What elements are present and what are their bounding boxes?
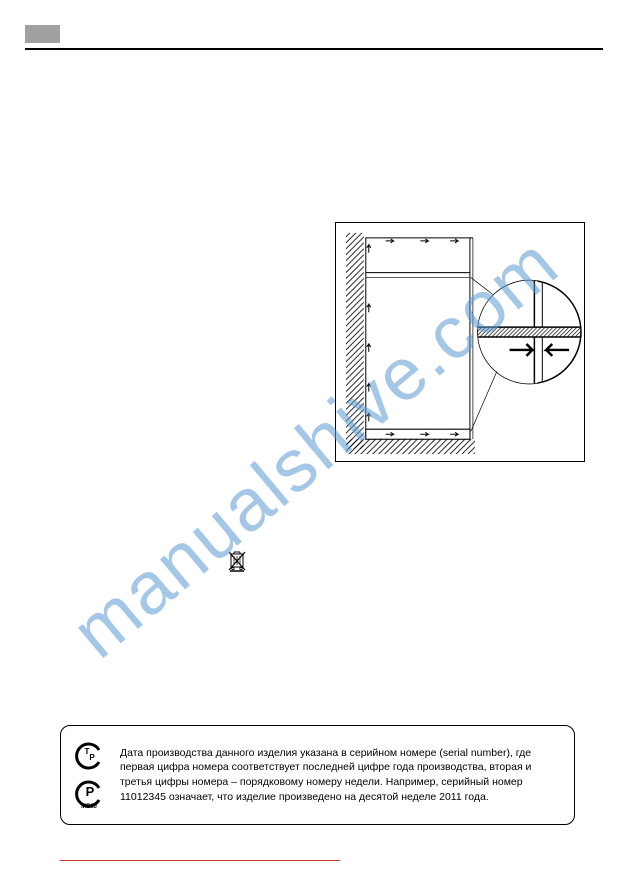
certification-text: Дата производства данного изделия указан… [120,746,562,805]
weee-bin-icon [228,550,246,572]
gost-p-icon: Р МЕ10 [73,778,105,810]
installation-diagram [335,222,585,462]
header-page-block [25,25,60,43]
cert-label-me10: МЕ10 [81,804,97,810]
footer-rule [60,860,340,861]
certification-box: Т Р Р МЕ10 Дата производства данного изд… [60,725,575,825]
svg-text:Р: Р [89,753,95,762]
page: Т Р Р МЕ10 Дата производства данного изд… [0,0,630,893]
svg-text:Р: Р [86,784,95,799]
diagram-svg [336,223,584,461]
certification-icons: Т Р Р МЕ10 [73,740,105,810]
header-rule [25,48,603,50]
gost-c-icon: Т Р [73,740,105,772]
